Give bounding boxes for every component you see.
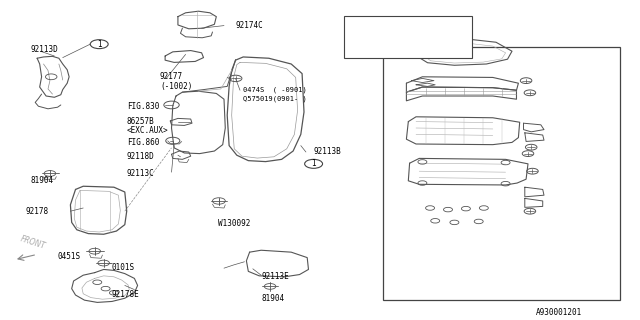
Text: 0101S: 0101S xyxy=(112,263,135,272)
Text: FIG.830: FIG.830 xyxy=(127,102,159,111)
Bar xyxy=(383,47,620,300)
Text: 1: 1 xyxy=(351,23,356,29)
Text: 0450S*A( -'10MY): 0450S*A( -'10MY) xyxy=(368,23,438,30)
Text: W130092: W130092 xyxy=(218,219,250,228)
Text: FIG.860: FIG.860 xyxy=(127,138,159,147)
Text: 86257B: 86257B xyxy=(127,117,154,126)
Text: <EXC.AUX>: <EXC.AUX> xyxy=(127,126,168,135)
Text: 0451S: 0451S xyxy=(58,252,81,261)
Text: Q575019(0901- ): Q575019(0901- ) xyxy=(243,96,307,102)
Text: 92114: 92114 xyxy=(428,30,451,39)
Text: (-1002): (-1002) xyxy=(160,82,193,91)
Text: 0474S  ( -0901): 0474S ( -0901) xyxy=(243,87,307,93)
Text: 92174C: 92174C xyxy=(236,21,263,30)
Text: A930001201: A930001201 xyxy=(536,308,582,317)
Text: 81904: 81904 xyxy=(261,294,284,303)
Bar xyxy=(344,16,472,58)
Text: 92113E: 92113E xyxy=(261,272,289,281)
Text: 1: 1 xyxy=(97,40,102,49)
Text: 92113D: 92113D xyxy=(31,45,58,54)
Text: 92113C: 92113C xyxy=(127,169,154,178)
Text: 92177: 92177 xyxy=(160,72,183,81)
Text: FRONT: FRONT xyxy=(20,235,47,251)
Text: 92118D: 92118D xyxy=(127,152,154,161)
Text: 81904: 81904 xyxy=(31,176,54,185)
Text: Q500031 ('11MY- ): Q500031 ('11MY- ) xyxy=(368,44,442,51)
Text: 1: 1 xyxy=(311,159,316,168)
Text: 92178: 92178 xyxy=(26,207,49,216)
Text: 92178E: 92178E xyxy=(112,290,140,299)
Text: 92113B: 92113B xyxy=(314,147,341,156)
